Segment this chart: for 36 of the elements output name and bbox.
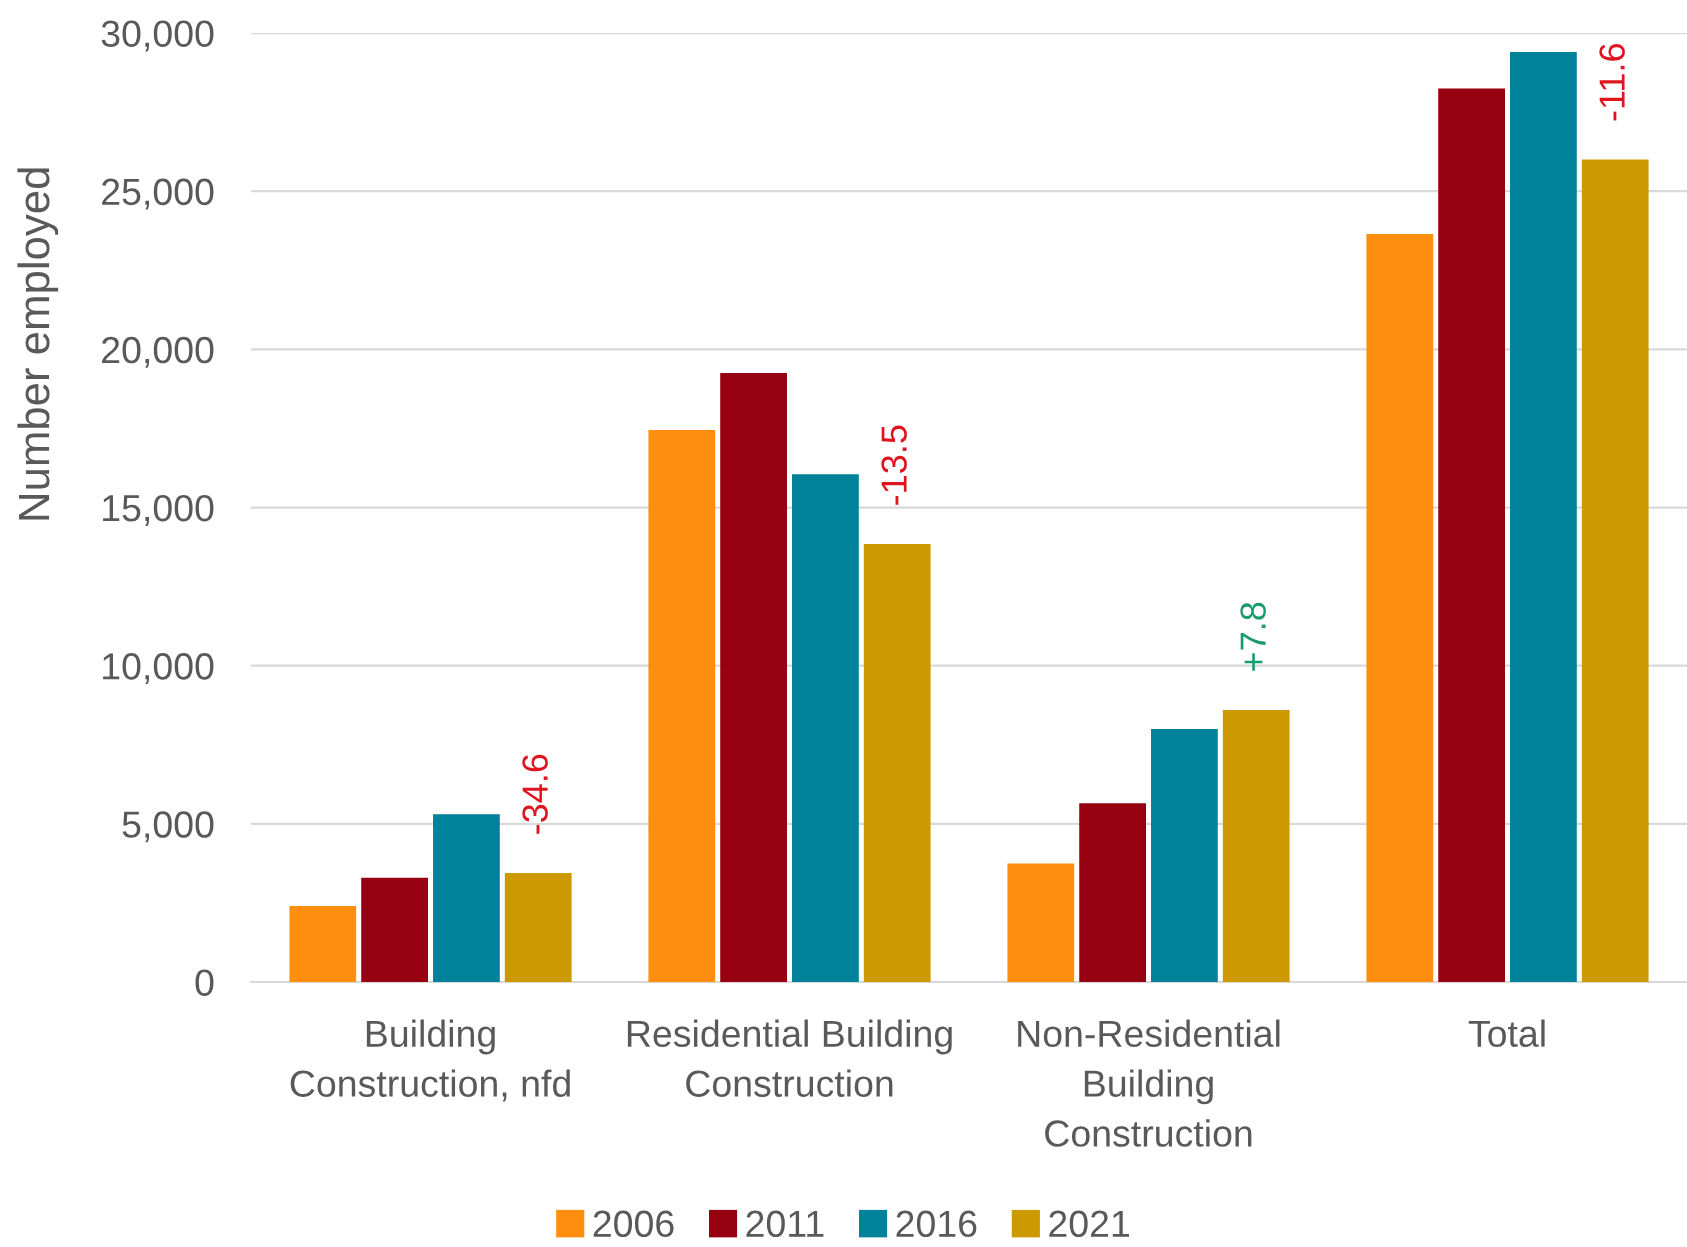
x-tick-label: Residential Building Construction [627,1019,952,1097]
annotation: +7.8 [1240,602,1266,671]
y-tick-label: 20,000 [102,336,214,368]
x-tick-label: Building Construction, nfd [290,1019,570,1102]
bar [1366,233,1434,983]
legend-label: 2016 [896,1210,977,1238]
y-tick-label: 15,000 [103,494,214,526]
legend-label: 2011 [746,1210,824,1238]
annotation: -11.6 [1599,44,1625,121]
annotation: -13.5 [881,425,907,505]
bar [361,877,429,983]
bar [792,474,859,983]
bar [648,430,716,983]
y-axis-title: Number employed [17,168,59,520]
legend-label: 2006 [593,1210,674,1238]
bar [1510,52,1577,983]
bar [1151,728,1218,983]
bar [433,814,500,983]
annotation: -34.6 [522,754,548,834]
y-tick-label: 10,000 [103,653,214,685]
y-tick-label: 0 [195,969,214,996]
bar [720,373,787,983]
bar [289,906,357,983]
y-tick-label: 30,000 [101,20,214,52]
legend-label: 2021 [1049,1210,1129,1238]
y-tick-label: 25,000 [102,178,214,210]
bar [863,543,931,983]
bar [1581,159,1649,983]
bar [504,872,572,983]
bar [1222,709,1290,983]
x-tick-label: Non-Residential Building Construction [1018,1019,1280,1147]
y-tick-label: 5,000 [122,811,214,843]
bar [1007,863,1075,983]
x-tick-label: Total [1468,1019,1545,1048]
bar [1079,803,1146,983]
bar [1438,88,1505,983]
